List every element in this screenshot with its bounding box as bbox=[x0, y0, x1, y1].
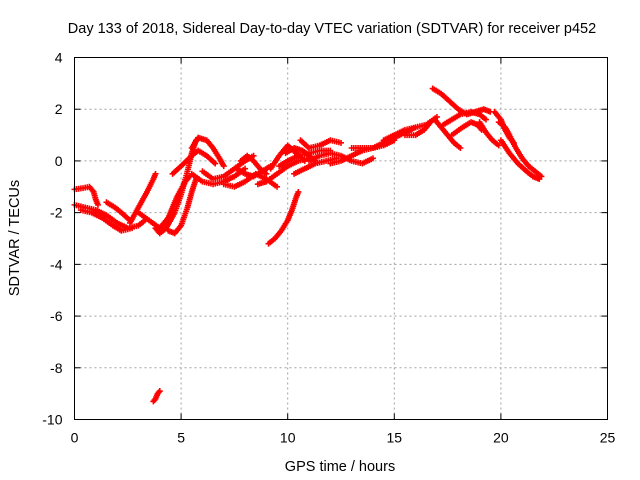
x-tick-label: 5 bbox=[177, 430, 185, 446]
data-point bbox=[263, 170, 270, 177]
data-point bbox=[427, 119, 434, 126]
data-point bbox=[152, 170, 159, 177]
x-tick-label: 0 bbox=[71, 430, 79, 446]
x-tick-label: 20 bbox=[493, 430, 509, 446]
series-arc-25 bbox=[380, 113, 440, 144]
series-arc-10 bbox=[188, 134, 227, 170]
data-point bbox=[338, 139, 344, 146]
series-arc-33 bbox=[495, 119, 545, 180]
series-arc-31 bbox=[476, 119, 502, 149]
series-arc-34 bbox=[497, 137, 543, 183]
y-tick-label: -4 bbox=[50, 256, 63, 272]
y-tick-label: 4 bbox=[55, 50, 63, 66]
series-arc-8 bbox=[165, 176, 200, 237]
y-tick-label: -8 bbox=[50, 360, 63, 376]
series-arc-21 bbox=[297, 137, 344, 151]
series-arc-20 bbox=[291, 155, 340, 177]
x-tick-labels: 0 5 10 15 20 25 bbox=[71, 430, 616, 446]
series-arc-1 bbox=[71, 183, 101, 208]
series-arc-27 bbox=[429, 85, 494, 118]
data-point bbox=[156, 388, 163, 395]
data-marks bbox=[71, 85, 545, 405]
data-point bbox=[482, 116, 489, 123]
y-tick-label: -10 bbox=[42, 412, 62, 428]
x-tick-label: 25 bbox=[600, 430, 616, 446]
data-point bbox=[129, 225, 136, 232]
plot-frame bbox=[74, 57, 608, 420]
data-point bbox=[94, 201, 101, 208]
series-arc-29 bbox=[440, 108, 489, 128]
data-point bbox=[369, 155, 376, 162]
data-point bbox=[495, 142, 502, 149]
y-tick-label: -6 bbox=[50, 308, 63, 324]
chart-title: Day 133 of 2018, Sidereal Day-to-day VTE… bbox=[68, 21, 596, 37]
y-axis-label: SDTVAR / TECUs bbox=[7, 180, 23, 296]
y-tick-label: -2 bbox=[50, 205, 63, 221]
grid bbox=[74, 57, 608, 420]
data-point bbox=[457, 145, 464, 151]
data-point bbox=[220, 163, 227, 170]
series-arc-36 bbox=[150, 388, 163, 405]
axis-ticks bbox=[74, 57, 608, 420]
series-arc-35 bbox=[265, 188, 302, 247]
data-point bbox=[536, 176, 543, 183]
series-arc-3 bbox=[77, 207, 136, 234]
y-tick-label: 2 bbox=[55, 101, 63, 117]
data-point bbox=[212, 160, 219, 167]
series-arc-26 bbox=[401, 119, 434, 139]
x-tick-label: 15 bbox=[387, 430, 403, 446]
series-arc-15 bbox=[237, 152, 270, 177]
series-arc-30 bbox=[448, 119, 485, 139]
y-tick-labels: -10 -8 -6 -4 -2 0 2 4 bbox=[42, 50, 62, 428]
x-tick-label: 10 bbox=[280, 430, 296, 446]
data-point bbox=[250, 152, 257, 159]
y-tick-label: 0 bbox=[55, 153, 63, 169]
data-point bbox=[242, 165, 249, 172]
data-point bbox=[274, 183, 281, 190]
series-arc-9 bbox=[169, 147, 219, 177]
x-axis-label: GPS time / hours bbox=[285, 459, 395, 475]
data-point bbox=[295, 188, 302, 195]
